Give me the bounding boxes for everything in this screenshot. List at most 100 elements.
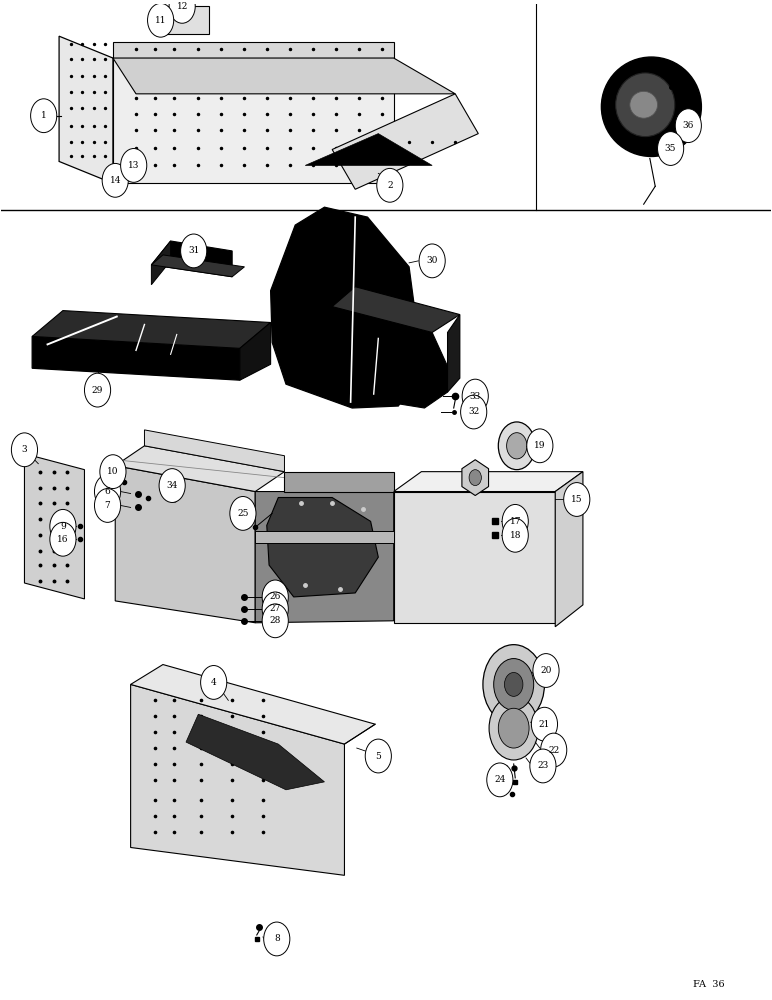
Circle shape: [498, 708, 529, 748]
Circle shape: [94, 475, 120, 508]
Text: 2: 2: [387, 181, 393, 190]
Polygon shape: [305, 134, 432, 165]
Text: 24: 24: [494, 775, 506, 784]
Polygon shape: [32, 336, 240, 380]
Circle shape: [12, 433, 38, 467]
Polygon shape: [151, 255, 245, 277]
Polygon shape: [267, 498, 378, 597]
Polygon shape: [462, 460, 489, 496]
Circle shape: [262, 580, 288, 614]
Circle shape: [264, 922, 290, 956]
Circle shape: [147, 3, 174, 37]
Polygon shape: [256, 531, 394, 543]
Circle shape: [120, 149, 147, 182]
Text: 32: 32: [468, 407, 479, 416]
Circle shape: [100, 455, 126, 489]
Ellipse shape: [601, 57, 702, 156]
Polygon shape: [394, 492, 555, 623]
Text: 22: 22: [548, 746, 560, 755]
Polygon shape: [151, 241, 232, 277]
Polygon shape: [32, 311, 271, 348]
Text: 5: 5: [375, 752, 381, 761]
Text: 21: 21: [539, 720, 550, 729]
Circle shape: [262, 592, 288, 626]
Polygon shape: [113, 58, 394, 183]
Circle shape: [159, 469, 185, 502]
Text: 31: 31: [188, 246, 199, 255]
Polygon shape: [394, 472, 583, 492]
Polygon shape: [113, 42, 394, 58]
Text: 23: 23: [537, 761, 549, 770]
Polygon shape: [256, 492, 394, 623]
Text: 35: 35: [665, 144, 676, 153]
Circle shape: [540, 733, 567, 767]
Circle shape: [84, 373, 110, 407]
Circle shape: [487, 763, 513, 797]
Circle shape: [498, 422, 535, 470]
Text: 7: 7: [105, 501, 110, 510]
Text: 13: 13: [128, 161, 140, 170]
Circle shape: [502, 504, 528, 538]
Circle shape: [483, 645, 544, 724]
Polygon shape: [115, 446, 284, 492]
Polygon shape: [151, 241, 171, 285]
Circle shape: [533, 654, 559, 687]
Circle shape: [94, 489, 120, 522]
Circle shape: [50, 522, 76, 556]
Text: 16: 16: [57, 535, 69, 544]
Polygon shape: [284, 472, 394, 492]
Polygon shape: [130, 665, 375, 744]
Circle shape: [201, 666, 227, 699]
Circle shape: [506, 433, 527, 459]
Polygon shape: [555, 472, 583, 627]
Circle shape: [50, 509, 76, 543]
Circle shape: [658, 132, 684, 165]
Circle shape: [469, 470, 482, 486]
Text: 11: 11: [155, 16, 167, 25]
Text: 17: 17: [510, 517, 521, 526]
Circle shape: [527, 429, 553, 463]
Text: 8: 8: [274, 934, 279, 943]
Text: 15: 15: [571, 495, 583, 504]
Circle shape: [676, 109, 702, 143]
Polygon shape: [25, 454, 84, 599]
Text: 9: 9: [60, 522, 66, 531]
Text: 12: 12: [177, 2, 188, 11]
Text: 19: 19: [534, 441, 546, 450]
Circle shape: [181, 234, 207, 268]
Circle shape: [169, 0, 195, 23]
Circle shape: [377, 168, 403, 202]
Circle shape: [564, 483, 590, 516]
Text: 4: 4: [211, 678, 217, 687]
Polygon shape: [186, 714, 324, 790]
Text: 30: 30: [426, 256, 438, 265]
Polygon shape: [240, 323, 271, 380]
Circle shape: [230, 497, 256, 530]
Circle shape: [262, 604, 288, 638]
Polygon shape: [113, 58, 455, 94]
Polygon shape: [144, 430, 284, 472]
Text: 1: 1: [41, 111, 46, 120]
Polygon shape: [59, 36, 113, 183]
Text: 18: 18: [510, 531, 521, 540]
Circle shape: [504, 672, 523, 696]
Text: 20: 20: [540, 666, 552, 675]
Text: 27: 27: [269, 604, 281, 613]
Text: 6: 6: [105, 487, 110, 496]
Text: 33: 33: [469, 392, 481, 401]
Ellipse shape: [616, 73, 675, 137]
Circle shape: [31, 99, 57, 133]
Text: 29: 29: [92, 386, 103, 395]
Text: 14: 14: [110, 176, 121, 185]
Circle shape: [461, 395, 487, 429]
Text: 28: 28: [269, 616, 281, 625]
Text: 26: 26: [269, 592, 281, 601]
Polygon shape: [448, 315, 460, 392]
Circle shape: [530, 749, 556, 783]
Polygon shape: [332, 307, 448, 408]
Polygon shape: [332, 94, 479, 189]
Polygon shape: [130, 684, 344, 875]
Circle shape: [493, 659, 533, 710]
Circle shape: [102, 163, 128, 197]
Ellipse shape: [630, 91, 658, 118]
